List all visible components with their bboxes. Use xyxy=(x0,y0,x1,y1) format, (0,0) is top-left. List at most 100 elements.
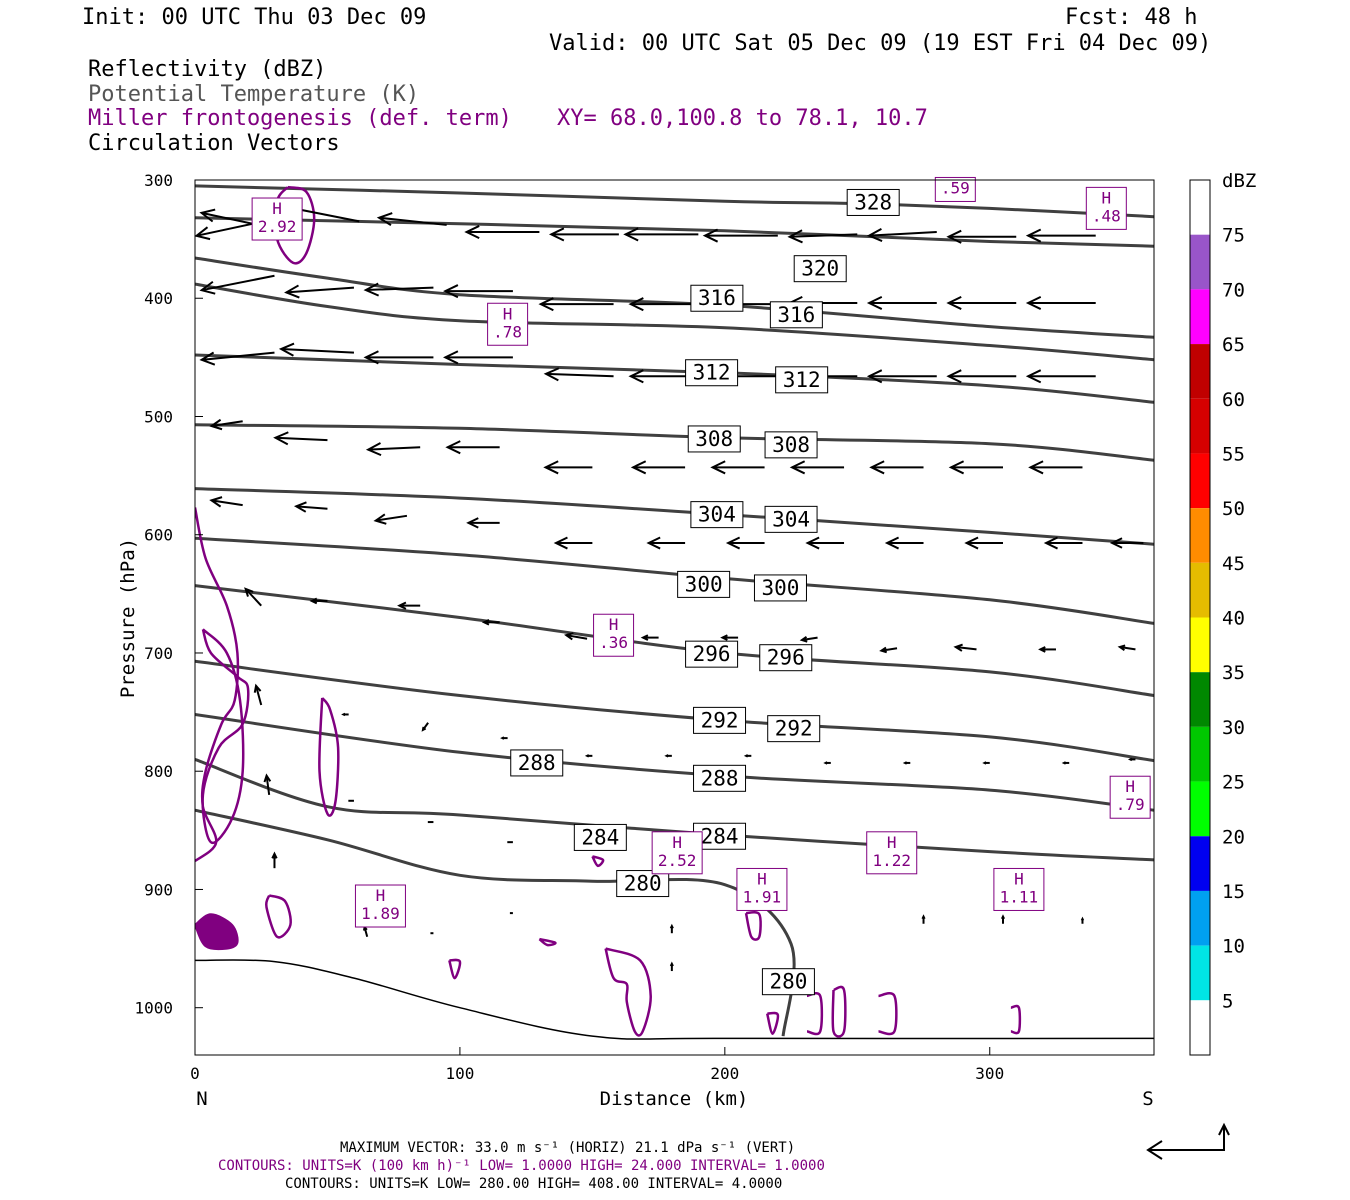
circulation-vector xyxy=(1028,460,1083,475)
colorbar-tick-label: 35 xyxy=(1222,662,1245,684)
frontogenesis-max-label: H xyxy=(887,833,897,852)
field-frontogenesis: Miller frontogenesis (def. term) xyxy=(88,106,512,131)
circulation-vector xyxy=(948,460,1003,475)
theta-label-box xyxy=(573,823,627,851)
theta-contour-label: 316 xyxy=(777,303,815,327)
colorbar-swatch xyxy=(1190,289,1210,345)
colorbar-tick-label: 75 xyxy=(1222,225,1245,247)
circulation-vector xyxy=(1025,228,1096,243)
colorbar-tick-label: 20 xyxy=(1222,826,1245,848)
theta-contour-300 xyxy=(195,536,1154,625)
circulation-vector xyxy=(365,442,421,457)
circulation-vector xyxy=(309,597,328,605)
frontogenesis-max-label: 2.52 xyxy=(658,851,697,870)
frontogenesis-contour xyxy=(448,958,462,980)
theta-contour-label: 292 xyxy=(701,708,739,732)
frontogenesis-max-label: .78 xyxy=(493,322,522,341)
theta-contour-label: 316 xyxy=(698,286,736,310)
theta-contour-324 xyxy=(195,216,1154,248)
theta-contour-284 xyxy=(195,757,1154,862)
circulation-vector xyxy=(823,761,831,765)
frontogenesis-contour xyxy=(765,1011,780,1035)
theta-contour-label: 300 xyxy=(761,576,799,600)
theta-label-box xyxy=(767,715,821,743)
circulation-vector xyxy=(538,297,614,312)
frontogenesis-max-label: 1.11 xyxy=(1000,887,1039,906)
circulation-vector xyxy=(743,754,752,758)
colorbar-swatch xyxy=(1190,344,1210,399)
frontogenesis-max-label: .36 xyxy=(599,633,628,652)
circulation-vector xyxy=(866,369,937,384)
circulation-vector xyxy=(1043,536,1083,550)
theta-contour-label: 284 xyxy=(581,825,619,849)
circulation-vector xyxy=(584,754,593,758)
circulation-vector xyxy=(789,460,845,475)
theta-contour-label: 308 xyxy=(695,427,733,451)
colorbar-tick-label: 25 xyxy=(1222,772,1245,794)
y-tick-label: 1000 xyxy=(134,999,173,1018)
circulation-vector xyxy=(376,212,447,226)
frontogenesis-contour xyxy=(878,992,898,1036)
forecast-hour: Fcst: 48 h xyxy=(1065,5,1198,30)
x-tick-label: 300 xyxy=(975,1064,1004,1083)
y-tick-label: 400 xyxy=(144,289,173,308)
frontogenesis-max-label: H xyxy=(609,615,619,634)
frontogenesis-max-box xyxy=(736,867,788,911)
circulation-vector xyxy=(869,460,924,475)
frontogenesis-max-box xyxy=(251,197,303,241)
circulation-vector xyxy=(500,736,508,740)
frontogenesis-max-label: 1.22 xyxy=(872,851,911,870)
colorbar-tick-label: 40 xyxy=(1222,608,1245,630)
colorbar-tick-label: 60 xyxy=(1222,389,1245,411)
circulation-vector xyxy=(702,228,778,243)
colorbar-swatch xyxy=(1190,508,1210,563)
circulation-vector xyxy=(443,350,513,365)
circulation-vector xyxy=(209,418,243,431)
colorbar-swatch xyxy=(1190,617,1210,673)
theta-contour-316 xyxy=(195,282,1154,362)
theta-contour-label: 320 xyxy=(801,257,839,281)
frontogenesis-max-box xyxy=(1085,186,1127,230)
y-tick-label: 900 xyxy=(144,880,173,899)
theta-contour-label: 284 xyxy=(701,824,739,848)
colorbar-swatch xyxy=(1190,781,1210,837)
frontogenesis-max-box xyxy=(354,884,406,928)
circulation-vector xyxy=(623,227,699,242)
frontogenesis-max-label: H xyxy=(672,833,682,852)
circulation-vector xyxy=(443,284,513,299)
circulation-vector xyxy=(787,229,858,244)
circulation-vector xyxy=(271,851,278,869)
colorbar-tick-label: 55 xyxy=(1222,443,1245,465)
theta-label-box xyxy=(764,431,818,459)
frontogenesis-contour xyxy=(831,985,847,1038)
theta-label-box xyxy=(677,570,731,598)
frontogenesis-max-label: 1.91 xyxy=(743,887,782,906)
circulation-vector xyxy=(543,367,614,382)
frontogenesis-max-label: .79 xyxy=(1116,795,1145,814)
theta-contour-label: 280 xyxy=(624,872,662,896)
circulation-vector xyxy=(1109,537,1144,549)
circulation-vector xyxy=(1001,914,1005,924)
circulation-vector xyxy=(640,634,659,641)
frontogenesis-dense-contours xyxy=(195,913,239,951)
colorbar-tick-label: 15 xyxy=(1222,881,1245,903)
colorbar-tick-label: 65 xyxy=(1222,334,1245,356)
circulation-vector xyxy=(397,601,421,610)
valid-time: Valid: 00 UTC Sat 05 Dec 09 (19 EST Fri … xyxy=(549,31,1212,56)
y-tick-label: 600 xyxy=(144,526,173,545)
maximum-vector-info: MAXIMUM VECTOR: 33.0 m s⁻¹ (HORIZ) 21.1 … xyxy=(340,1140,796,1156)
circulation-vector xyxy=(199,351,275,366)
circulation-vector xyxy=(1025,295,1096,310)
frontogenesis-contour xyxy=(591,855,605,868)
circulation-vector xyxy=(982,761,990,765)
circulation-vector xyxy=(720,634,739,641)
frontogenesis-contour xyxy=(744,910,762,941)
colorbar-frame xyxy=(1189,179,1211,1056)
circulation-vector xyxy=(564,632,588,641)
circulation-vector xyxy=(253,683,263,706)
circulation-vector xyxy=(421,722,429,732)
x-axis-left-end-label: N xyxy=(196,1088,207,1110)
theta-contour-label: 288 xyxy=(518,751,556,775)
circulation-vector xyxy=(669,923,674,934)
circulation-vector xyxy=(209,496,243,508)
